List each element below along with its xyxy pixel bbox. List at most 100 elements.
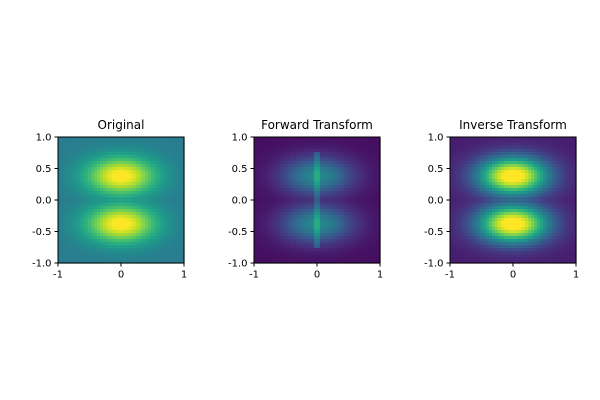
heatmap-cell [564, 203, 568, 207]
heatmap-cell [522, 218, 526, 222]
heatmap-cell [260, 179, 264, 183]
heatmap-cell [94, 224, 98, 228]
heatmap-cell [317, 167, 321, 171]
heatmap-cell [70, 173, 74, 177]
heatmap-cell [465, 209, 469, 213]
heatmap-cell [79, 170, 83, 174]
heatmap-cell [483, 212, 487, 216]
heatmap-cell [546, 197, 550, 201]
heatmap-cell [166, 203, 170, 207]
heatmap-cell [163, 239, 167, 243]
heatmap-cell [163, 155, 167, 159]
heatmap-cell [561, 194, 565, 198]
heatmap-cell [130, 173, 134, 177]
heatmap-cell [347, 155, 351, 159]
heatmap-cell [362, 161, 366, 165]
heatmap-cell [275, 212, 279, 216]
heatmap-cell [365, 161, 369, 165]
heatmap-cell [181, 140, 185, 144]
heatmap-cell [338, 155, 342, 159]
heatmap-cell [513, 224, 517, 228]
heatmap-cell [151, 197, 155, 201]
heatmap-cell [139, 170, 143, 174]
heatmap-cell [365, 260, 369, 264]
heatmap-cell [567, 137, 571, 141]
heatmap-cell [275, 146, 279, 150]
heatmap-cell [332, 182, 336, 186]
heatmap-cell [528, 191, 532, 195]
heatmap-cell [495, 200, 499, 204]
heatmap-cell [73, 152, 77, 156]
heatmap-cell [118, 215, 122, 219]
heatmap-cell [76, 137, 80, 141]
heatmap-cell [344, 191, 348, 195]
heatmap-cell [371, 197, 375, 201]
heatmap-cell [296, 215, 300, 219]
heatmap-cell [567, 161, 571, 165]
heatmap-cell [356, 146, 360, 150]
heatmap-cell [486, 137, 490, 141]
heatmap-cell [570, 179, 574, 183]
heatmap-cell [368, 185, 372, 189]
heatmap-cell [181, 251, 185, 255]
heatmap-cell [275, 200, 279, 204]
heatmap-cell [290, 227, 294, 231]
heatmap-cell [335, 158, 339, 162]
heatmap-cell [501, 218, 505, 222]
heatmap-cell [537, 191, 541, 195]
heatmap-cell [88, 230, 92, 234]
heatmap-cell [275, 179, 279, 183]
heatmap-cell [61, 188, 65, 192]
heatmap-cell [567, 143, 571, 147]
heatmap-cell [347, 188, 351, 192]
heatmap-cell [178, 236, 182, 240]
heatmap-cell [133, 173, 137, 177]
heatmap-cell [486, 185, 490, 189]
heatmap-cell [148, 242, 152, 246]
heatmap-cell [130, 239, 134, 243]
heatmap-cell [329, 245, 333, 249]
heatmap-cell [275, 176, 279, 180]
heatmap-cell [94, 146, 98, 150]
heatmap-cell [151, 170, 155, 174]
heatmap-cell [462, 218, 466, 222]
heatmap-cell [296, 221, 300, 225]
heatmap-cell [82, 245, 86, 249]
heatmap-cell [269, 140, 273, 144]
heatmap-cell [281, 197, 285, 201]
heatmap-cell [287, 143, 291, 147]
heatmap-cell [531, 218, 535, 222]
heatmap-cell [272, 197, 276, 201]
heatmap-cell [501, 155, 505, 159]
heatmap-cell [88, 257, 92, 261]
heatmap-cell [151, 251, 155, 255]
heatmap-cell [317, 188, 321, 192]
heatmap-cell [178, 200, 182, 204]
heatmap-cell [564, 155, 568, 159]
heatmap-cell [73, 161, 77, 165]
heatmap-cell [567, 203, 571, 207]
heatmap-cell [558, 230, 562, 234]
heatmap-cell [278, 158, 282, 162]
heatmap-cell [94, 176, 98, 180]
heatmap-cell [537, 146, 541, 150]
heatmap-cell [272, 155, 276, 159]
heatmap-cell [483, 236, 487, 240]
heatmap-cell [61, 200, 65, 204]
heatmap-cell [67, 170, 71, 174]
heatmap-cell [564, 191, 568, 195]
heatmap-cell [365, 209, 369, 213]
heatmap-cell [504, 185, 508, 189]
heatmap-cell [531, 137, 535, 141]
heatmap-cell [564, 146, 568, 150]
heatmap-cell [374, 170, 378, 174]
heatmap-cell [486, 167, 490, 171]
heatmap-cell [76, 164, 80, 168]
heatmap-cell [178, 194, 182, 198]
heatmap-cell [133, 239, 137, 243]
heatmap-cell [483, 209, 487, 213]
heatmap-cell [314, 197, 318, 201]
heatmap-cell [504, 227, 508, 231]
heatmap-cell [275, 143, 279, 147]
heatmap-cell [58, 203, 62, 207]
